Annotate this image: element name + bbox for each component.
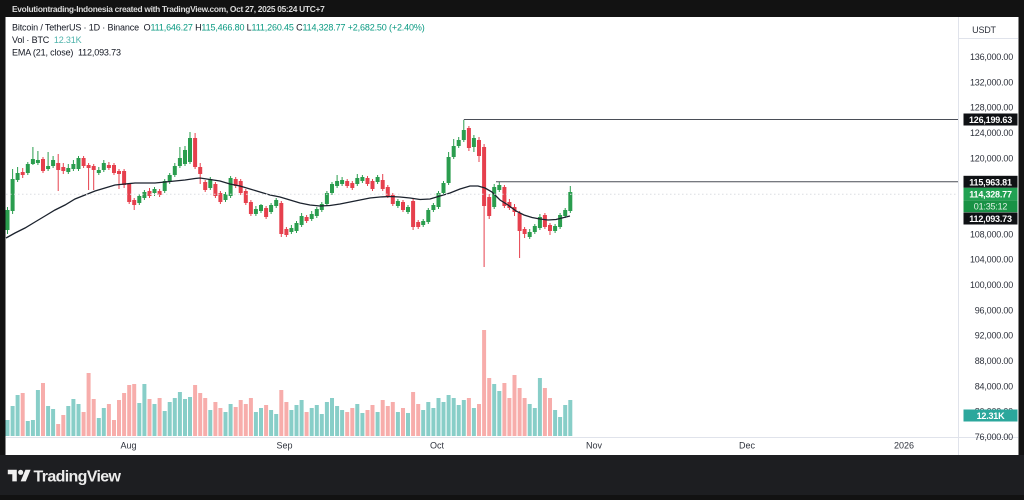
svg-text:114,328.77: 114,328.77 [969, 190, 1012, 200]
svg-text:76,000.00: 76,000.00 [975, 432, 1013, 442]
svg-text:124,000.00: 124,000.00 [970, 128, 1013, 138]
svg-text:115,963.81: 115,963.81 [969, 177, 1012, 187]
svg-text:132,000.00: 132,000.00 [970, 77, 1013, 87]
svg-text:USDT: USDT [972, 25, 996, 35]
svg-text:Bitcoin / TetherUS · 1D · Bina: Bitcoin / TetherUS · 1D · Binance O111,6… [12, 22, 425, 32]
svg-text:128,000.00: 128,000.00 [970, 103, 1013, 113]
svg-text:Dec: Dec [739, 441, 756, 451]
svg-text:96,000.00: 96,000.00 [975, 305, 1013, 315]
svg-text:112,093.73: 112,093.73 [969, 214, 1012, 224]
svg-text:2026: 2026 [894, 441, 914, 451]
svg-text:Nov: Nov [586, 441, 603, 451]
svg-text:104,000.00: 104,000.00 [970, 255, 1013, 265]
svg-text:100,000.00: 100,000.00 [970, 280, 1013, 290]
svg-text:126,199.63: 126,199.63 [969, 115, 1012, 125]
svg-text:Aug: Aug [120, 441, 136, 451]
svg-text:01:35:12: 01:35:12 [974, 202, 1008, 212]
svg-text:136,000.00: 136,000.00 [970, 52, 1013, 62]
svg-text:12.31K: 12.31K [977, 411, 1006, 421]
svg-text:84,000.00: 84,000.00 [975, 381, 1013, 391]
svg-text:Evolutiontrading-Indonesia cre: Evolutiontrading-Indonesia created with … [12, 4, 325, 14]
svg-text:Vol · BTC 12.31K: Vol · BTC 12.31K [12, 35, 82, 45]
svg-text:EMA (21, close) 112,093.73: EMA (21, close) 112,093.73 [12, 48, 121, 58]
svg-text:TradingView: TradingView [34, 469, 122, 486]
svg-text:92,000.00: 92,000.00 [975, 331, 1013, 341]
svg-text:Sep: Sep [276, 441, 292, 451]
svg-text:Oct: Oct [430, 441, 445, 451]
svg-text:88,000.00: 88,000.00 [975, 356, 1013, 366]
svg-text:108,000.00: 108,000.00 [970, 229, 1013, 239]
svg-text:120,000.00: 120,000.00 [970, 153, 1013, 163]
